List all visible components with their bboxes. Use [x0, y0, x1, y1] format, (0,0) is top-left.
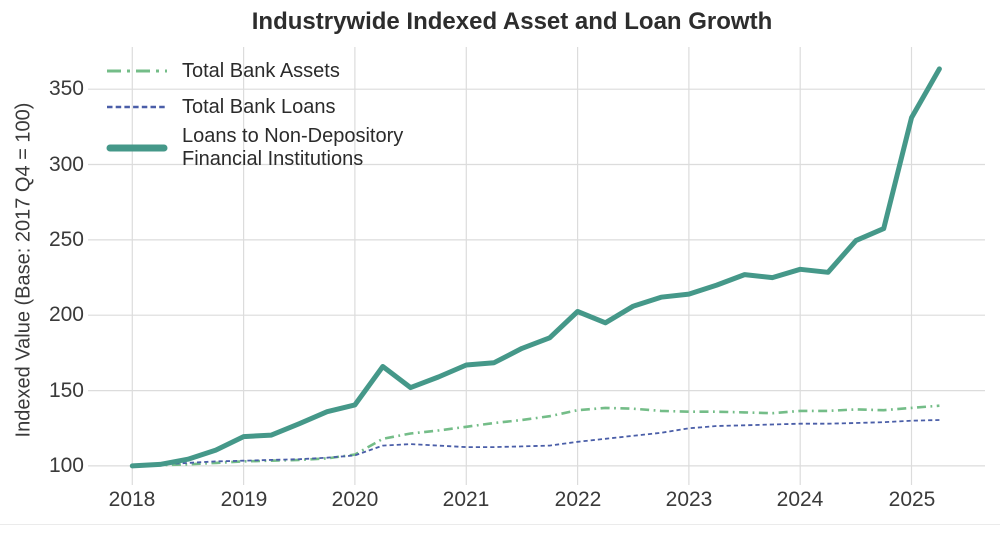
x-tick-label: 2019 — [220, 488, 268, 511]
x-tick-label: 2025 — [888, 488, 936, 511]
series-line-total-bank-assets — [132, 404, 940, 468]
legend-item: Total Bank Assets — [106, 53, 403, 89]
y-tick-label: 250 — [48, 228, 84, 251]
series-line-total-bank-loans — [132, 419, 940, 467]
x-tick-label: 2018 — [108, 488, 156, 511]
legend-line-marker — [107, 69, 167, 73]
chart-title: Industrywide Indexed Asset and Loan Grow… — [251, 8, 773, 35]
y-tick-label: 350 — [48, 77, 84, 100]
legend-line-marker — [107, 105, 167, 109]
legend-item: Total Bank Loans — [106, 89, 403, 125]
series-line-loans-to-non-depository-financial-institutions — [129, 66, 942, 469]
x-tick-label: 2021 — [442, 488, 490, 511]
legend: Total Bank Assets Total Bank Loans Loans t… — [106, 53, 403, 170]
legend-item: Loans to Non-Depository Financial Instit… — [106, 125, 403, 170]
legend-label: Total Bank Assets — [182, 59, 340, 82]
y-tick-label: 150 — [48, 379, 84, 402]
legend-label: Loans to Non-Depository Financial Instit… — [182, 125, 404, 170]
y-tick-label: 300 — [48, 153, 84, 176]
x-tick-label: 2020 — [331, 488, 379, 511]
x-tick-label: 2024 — [776, 488, 824, 511]
figure-bottom-border — [0, 524, 1000, 525]
y-tick-label: 100 — [48, 454, 84, 477]
x-tick-label: 2023 — [665, 488, 713, 511]
legend-label: Total Bank Loans — [182, 95, 336, 118]
y-tick-label: 200 — [48, 303, 84, 326]
x-tick-label: 2022 — [554, 488, 602, 511]
legend-line-marker — [106, 144, 168, 152]
